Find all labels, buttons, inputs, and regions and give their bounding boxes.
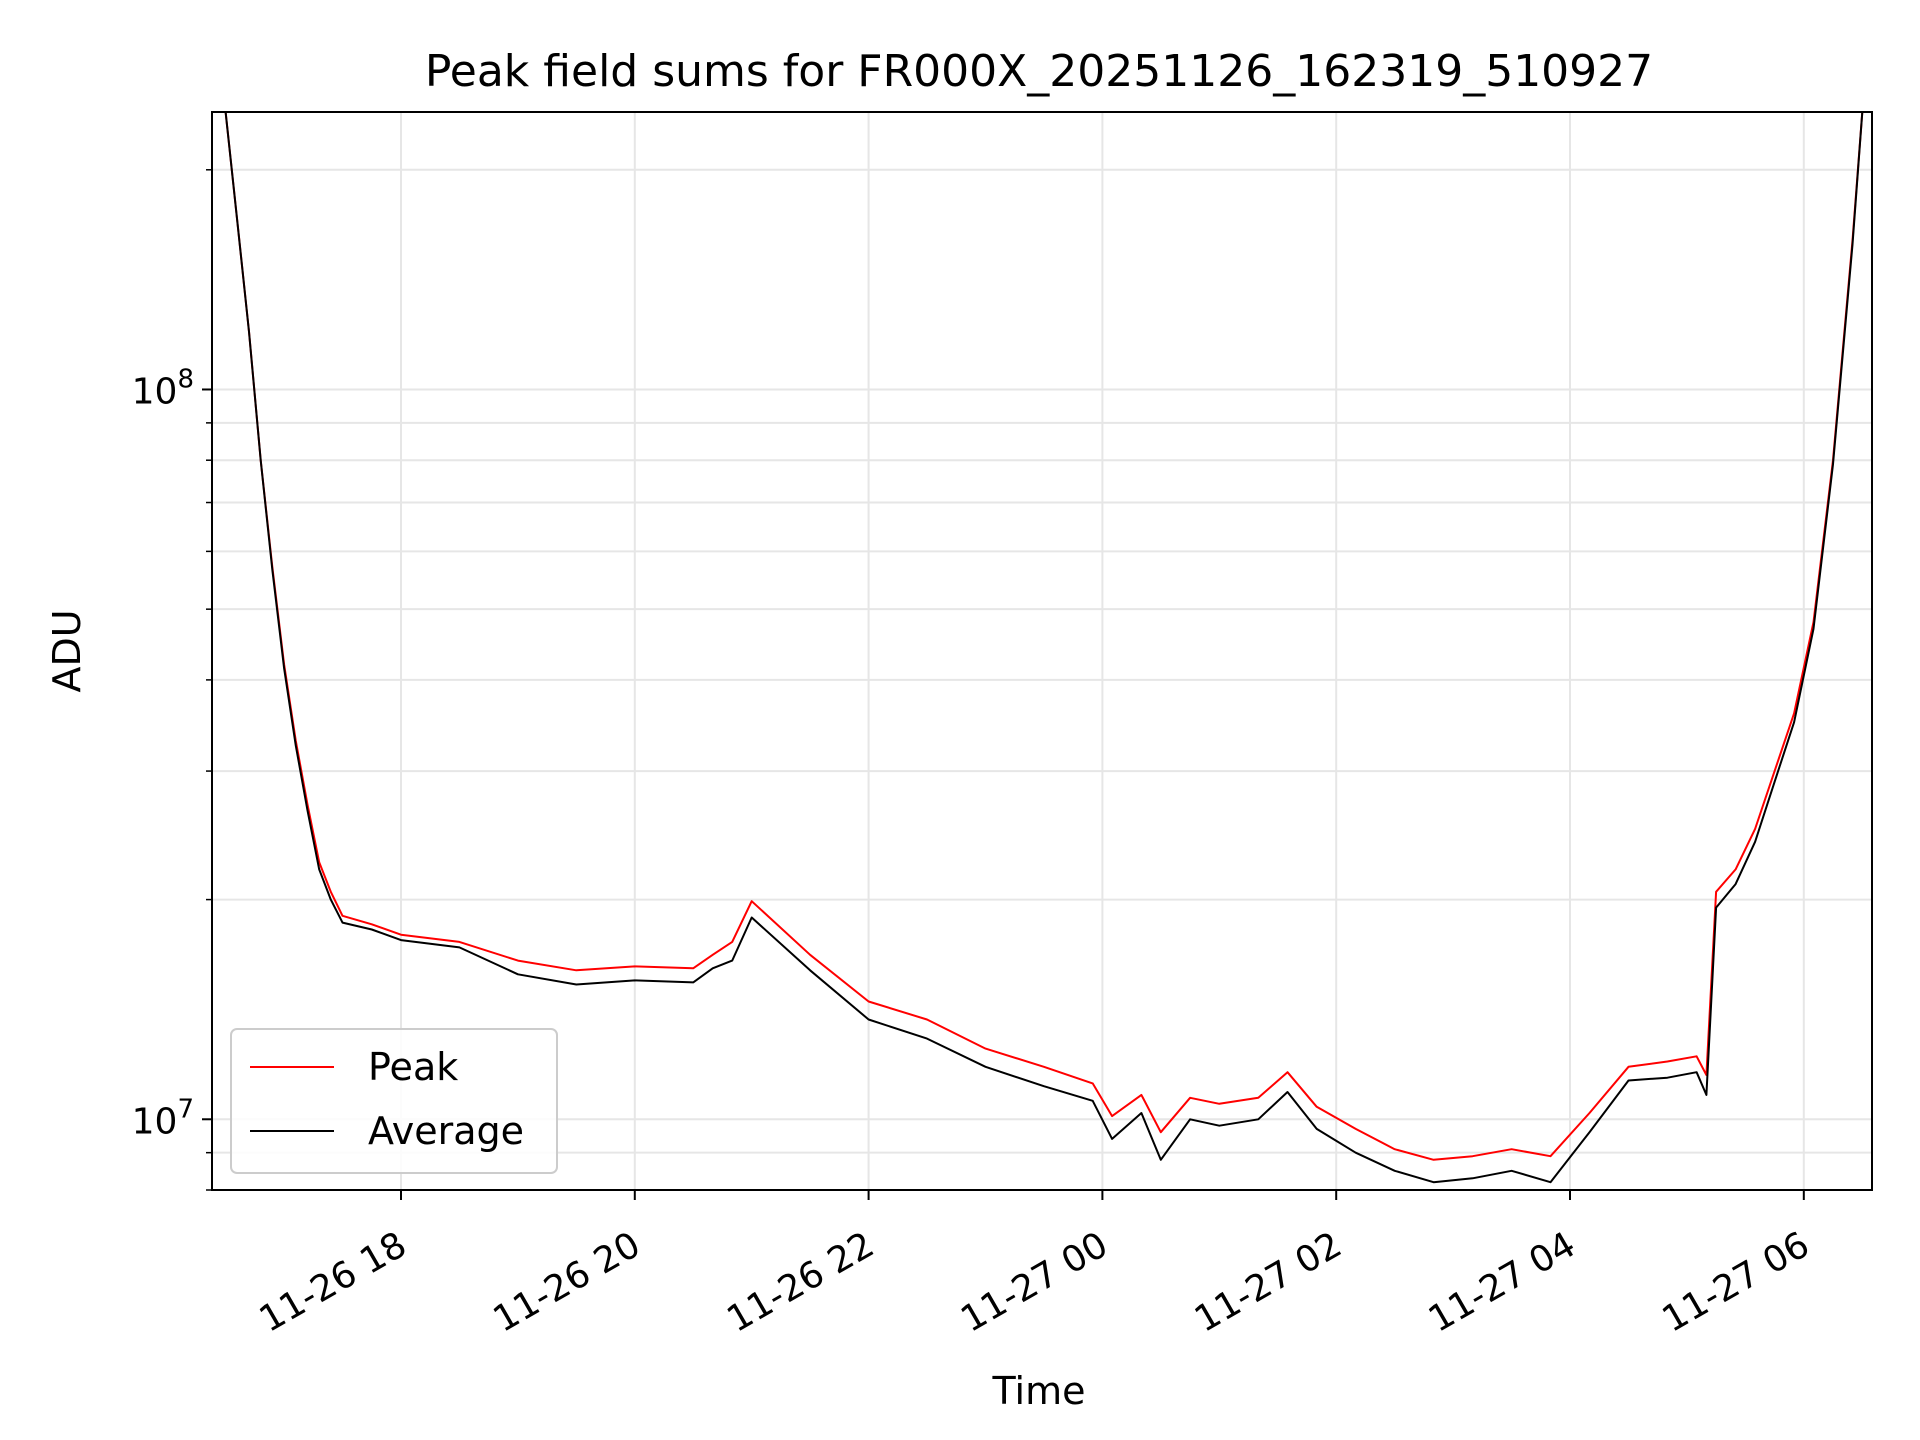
y-axis-label: ADU (45, 609, 89, 692)
legend-label-peak: Peak (368, 1045, 458, 1089)
x-tick-label: 11-27 02 (1188, 1224, 1349, 1340)
x-tick-label: 11-27 00 (954, 1224, 1115, 1340)
legend: Peak Average (230, 1028, 558, 1174)
series-line-average (224, 111, 1864, 1184)
y-tick-label: 108 (132, 364, 194, 412)
x-tick-label: 11-26 20 (487, 1224, 648, 1340)
x-tick-label: 11-27 04 (1422, 1224, 1583, 1340)
x-axis-label: Time (992, 1369, 1086, 1413)
grid (212, 112, 1872, 1191)
series-lines (224, 111, 1864, 1184)
series-line-peak (224, 111, 1864, 1161)
x-tick-label: 11-27 06 (1656, 1224, 1817, 1340)
x-axis: 11-26 18 11-26 20 11-26 22 11-27 00 11-27 02… (253, 1190, 1816, 1341)
plot-frame (211, 111, 1873, 1191)
y-axis: 107 108 (132, 169, 212, 1191)
y-tick-label: 107 (132, 1094, 194, 1142)
legend-box (230, 1028, 558, 1174)
x-tick-label: 11-26 18 (253, 1224, 414, 1340)
legend-label-average: Average (368, 1109, 524, 1153)
chart-title: Peak field sums for FR000X_20251126_1623… (425, 46, 1653, 97)
x-tick-label: 11-26 22 (720, 1224, 881, 1340)
